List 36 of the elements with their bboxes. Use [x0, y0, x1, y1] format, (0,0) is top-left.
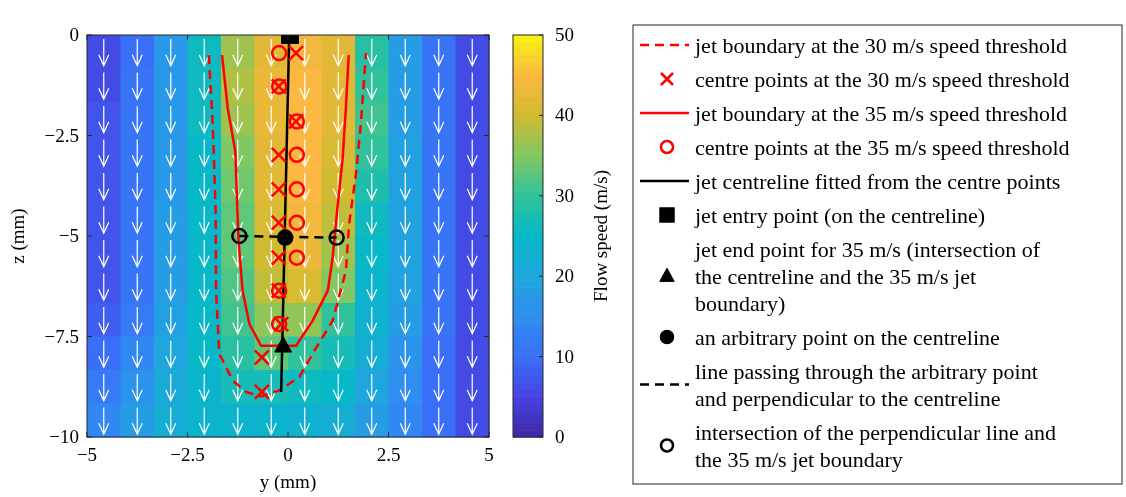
point — [276, 229, 294, 246]
point — [287, 44, 305, 62]
point — [274, 336, 293, 353]
y-tick-label: −5 — [58, 225, 79, 246]
y-tick-label: −7.5 — [44, 325, 79, 347]
point — [328, 229, 345, 246]
legend-label: jet entry point (on the centreline) — [694, 203, 986, 228]
legend-label: jet boundary at the 30 m/s speed threshold — [694, 33, 1068, 58]
color-bar-title: Flow speed (m/s) — [590, 170, 612, 302]
legend-label: centre points at the 30 m/s speed threshold — [695, 67, 1070, 92]
y-tick-label: −10 — [49, 426, 79, 447]
point — [253, 349, 271, 366]
legend-label: jet centreline fitted from the centre points — [694, 169, 1061, 194]
legend-label: centre points at the 35 m/s speed threshold — [695, 135, 1070, 160]
x-tick-label: −2.5 — [170, 444, 205, 465]
x-tick-label: 0 — [283, 444, 293, 465]
color-bar-label: 10 — [555, 345, 574, 367]
legend-label: jet end point for 35 m/s (intersection of the centreline and the 35 m/s jet boundary) — [694, 237, 1041, 316]
y-tick-label: −2.5 — [44, 124, 79, 146]
y-tick-label: 0 — [69, 24, 79, 45]
x-axis-title: y (mm) — [259, 471, 317, 493]
x-tick-label: 5 — [484, 444, 494, 465]
point — [253, 383, 271, 401]
legend-label: an arbitrary point on the centreline — [695, 325, 1000, 350]
point — [231, 227, 248, 245]
color-bar-label: 50 — [555, 24, 574, 45]
color-bar-label: 30 — [555, 184, 574, 206]
legend-label: line passing through the arbitrary point and perpendicular to the centreline — [695, 359, 1038, 411]
x-tick-label: 2.5 — [376, 444, 401, 465]
legend-label: intersection of the perpendicular line and the 35 m/s jet boundary — [695, 420, 1057, 472]
x-tick-label: −5 — [76, 444, 98, 465]
color-bar-label: 0 — [555, 426, 565, 447]
legend-label: jet boundary at the 35 m/s speed threshold — [694, 101, 1068, 126]
color-bar-label: 40 — [555, 104, 574, 126]
color-bar-label: 20 — [555, 265, 574, 287]
y-axis-title: z (mm) — [7, 208, 29, 264]
